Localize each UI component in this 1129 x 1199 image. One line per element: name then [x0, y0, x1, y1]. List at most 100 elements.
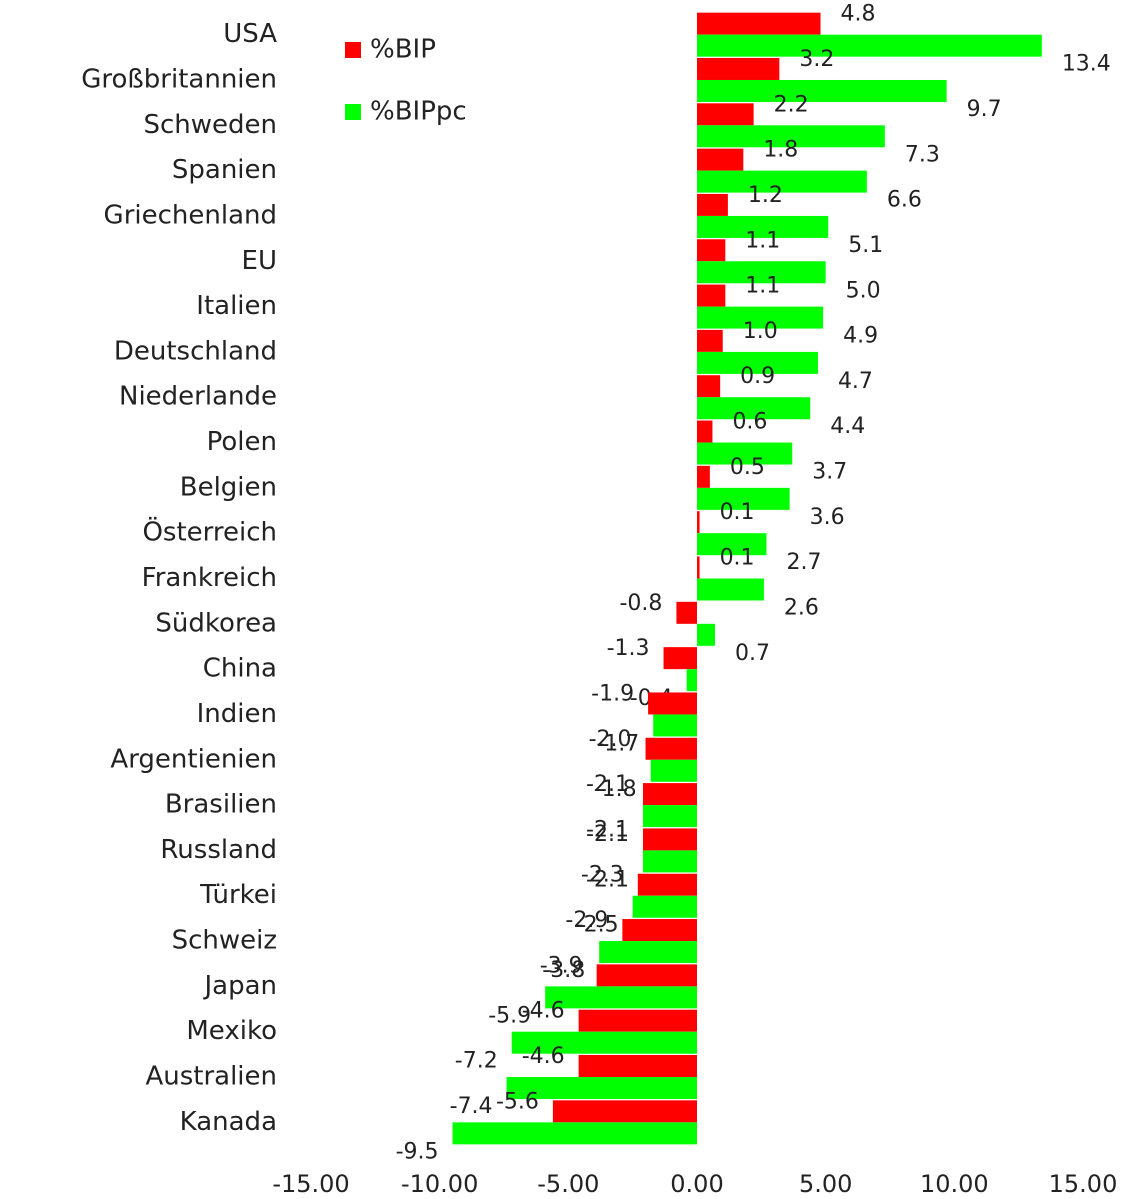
value-label: -7.4	[450, 1094, 493, 1119]
category-label: Frankreich	[142, 563, 277, 593]
bar	[697, 465, 710, 488]
value-label: 4.9	[843, 324, 878, 349]
value-label: 1.1	[745, 274, 780, 299]
value-label: 0.1	[720, 546, 755, 571]
bar	[622, 919, 697, 942]
bar	[697, 556, 700, 579]
value-label: -9.5	[396, 1139, 439, 1164]
x-tick-label: 15.00	[1049, 1170, 1118, 1198]
value-label: 2.7	[786, 550, 821, 575]
value-label: 9.7	[967, 97, 1002, 122]
legend-label: %BIPpc	[370, 97, 467, 127]
value-label: 2.6	[784, 596, 819, 621]
value-label: 2.2	[774, 92, 809, 117]
value-label: -1.8	[594, 777, 637, 802]
bar	[578, 1055, 697, 1078]
bar	[697, 511, 700, 534]
value-label: 13.4	[1062, 52, 1111, 77]
x-tick-label: 10.00	[920, 1170, 989, 1198]
bar	[676, 601, 697, 624]
value-label: -2.9	[565, 908, 608, 933]
bar	[599, 941, 697, 964]
value-label: 0.6	[732, 410, 767, 435]
bar	[697, 420, 713, 443]
bar	[511, 1031, 697, 1054]
category-label: Indien	[197, 699, 277, 729]
legend-swatch	[345, 104, 361, 120]
bar	[642, 805, 697, 828]
category-label: Japan	[202, 971, 277, 1001]
bar	[697, 397, 811, 420]
bar	[697, 578, 764, 601]
value-label: 3.6	[810, 505, 845, 530]
bar	[637, 873, 697, 896]
value-label: -2.1	[586, 817, 629, 842]
category-label: Brasilien	[165, 790, 277, 820]
value-label: 0.7	[735, 641, 770, 666]
value-label: -1.9	[591, 681, 634, 706]
value-label: 1.8	[763, 138, 798, 163]
bar	[596, 964, 697, 987]
category-label: Spanien	[172, 155, 277, 185]
bar	[642, 783, 697, 806]
bar	[642, 828, 697, 851]
value-label: 4.8	[841, 2, 876, 27]
value-label: -2.5	[576, 913, 619, 938]
value-label: 5.0	[846, 278, 881, 303]
category-label: USA	[223, 19, 277, 49]
bar	[632, 895, 697, 918]
category-label: Polen	[207, 427, 277, 457]
category-label: Niederlande	[119, 382, 277, 412]
legend-label: %BIP	[370, 35, 436, 65]
bar	[697, 533, 767, 556]
bar	[697, 623, 716, 646]
category-label: Griechenland	[104, 200, 277, 230]
x-tick-label: -10.00	[401, 1170, 478, 1198]
bar	[506, 1077, 697, 1100]
bar	[552, 1100, 697, 1123]
bar	[697, 125, 885, 148]
value-label: -1.7	[596, 731, 639, 756]
value-label: -5.6	[496, 1089, 539, 1114]
value-label: -0.8	[619, 591, 662, 616]
value-label: 4.7	[838, 369, 873, 394]
value-label: 4.4	[830, 414, 865, 439]
category-label: Türkei	[199, 880, 277, 910]
category-label: Schweiz	[172, 926, 277, 956]
value-label: -3.9	[540, 953, 583, 978]
x-tick-label: -15.00	[272, 1170, 349, 1198]
category-label: Mexiko	[186, 1016, 277, 1046]
category-label: Deutschland	[114, 336, 277, 366]
value-label: -3.8	[542, 958, 585, 983]
category-label: Großbritannien	[81, 64, 277, 94]
bar	[650, 759, 697, 782]
bar	[697, 351, 818, 374]
value-label: 6.6	[887, 188, 922, 213]
value-label: 0.1	[720, 500, 755, 525]
bar	[645, 737, 697, 760]
bar	[648, 692, 697, 715]
value-label: 5.1	[848, 233, 883, 258]
value-label: 3.2	[799, 47, 834, 72]
bar	[697, 103, 754, 126]
bar	[697, 148, 744, 171]
value-label: -1.3	[607, 636, 650, 661]
category-label: Österreich	[142, 516, 277, 548]
value-label: -2.3	[581, 863, 624, 888]
bar	[697, 34, 1042, 57]
bar	[578, 1009, 697, 1032]
category-label: Australien	[145, 1062, 277, 1092]
bar	[686, 669, 697, 692]
value-label: -2.0	[589, 727, 632, 752]
x-tick-label: 5.00	[799, 1170, 852, 1198]
value-label: 1.0	[743, 319, 778, 344]
value-label: 0.5	[730, 455, 765, 480]
value-label: -5.9	[488, 1003, 531, 1028]
x-tick-label: -5.00	[537, 1170, 599, 1198]
bar	[452, 1122, 697, 1145]
category-label: Schweden	[143, 110, 277, 140]
value-label: 3.7	[812, 460, 847, 485]
value-label: 1.2	[748, 183, 783, 208]
category-label: China	[203, 654, 277, 684]
